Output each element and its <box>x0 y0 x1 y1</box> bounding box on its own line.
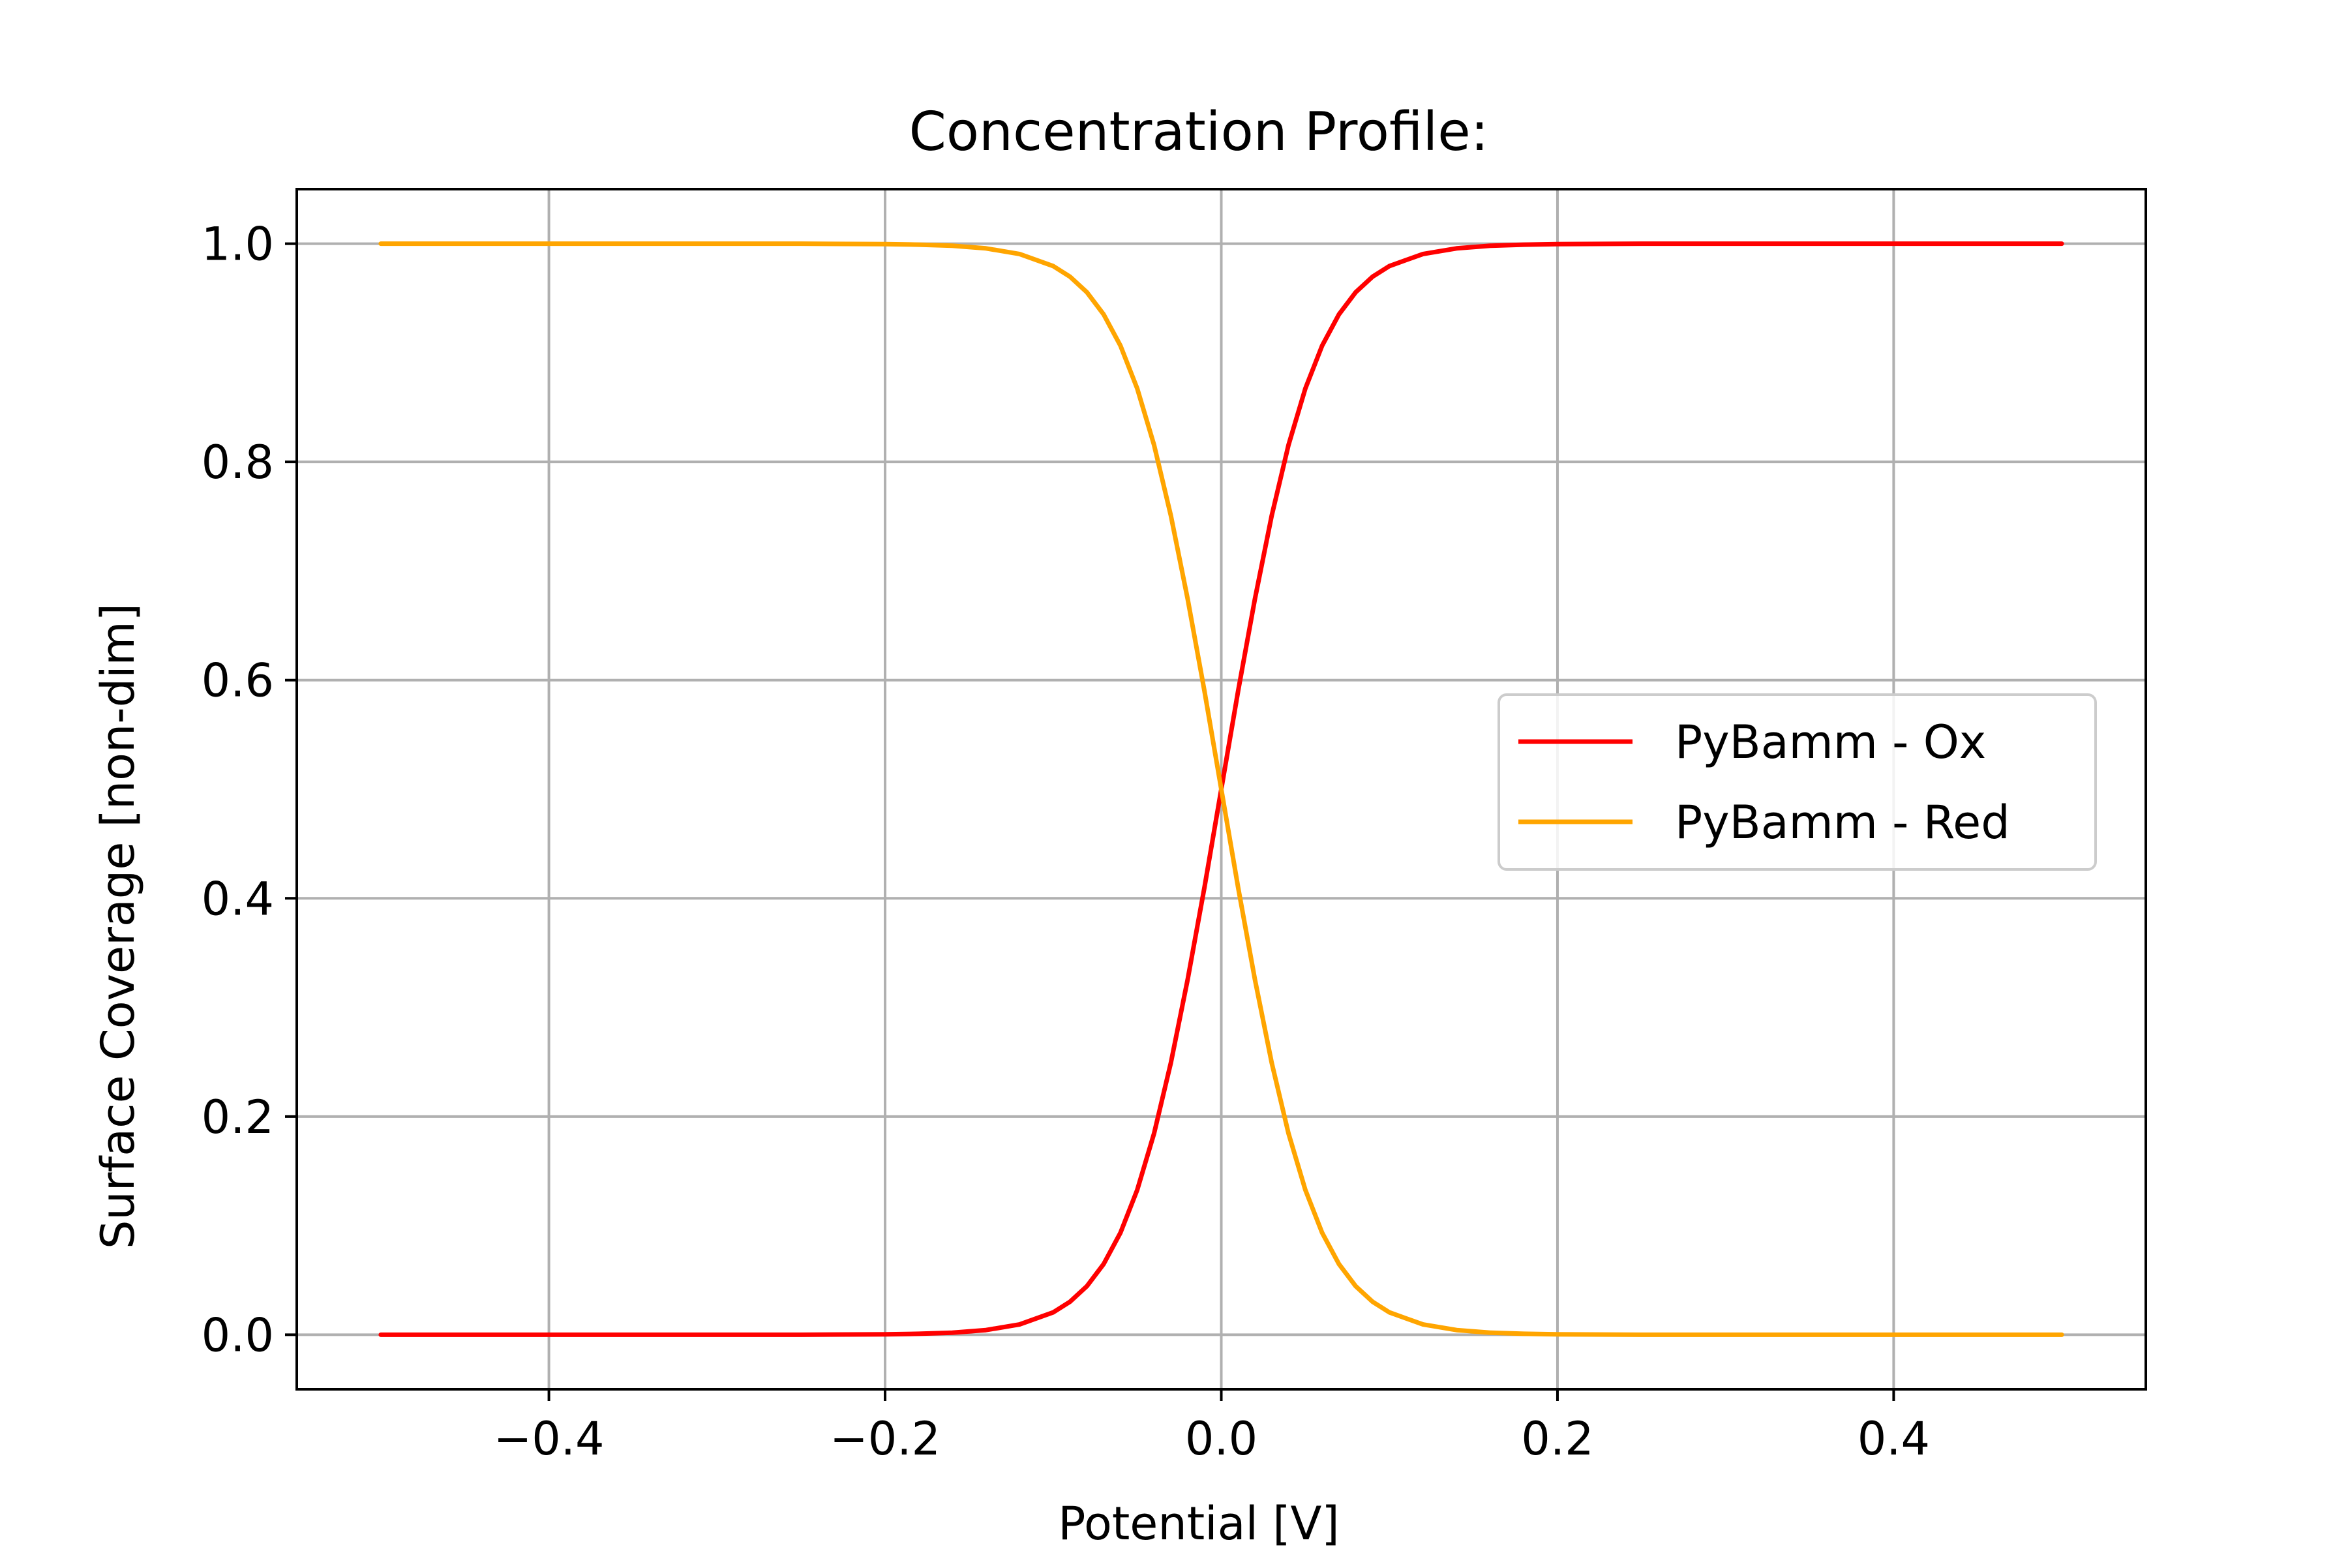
y-tick-label: 1.0 <box>202 218 274 271</box>
x-tick-label: 0.0 <box>1185 1412 1257 1466</box>
tick-layer: −0.4 −0.2 0.0 0.2 0.4 0.0 0.2 0.4 0.6 0.8 1.0 <box>202 218 1930 1466</box>
legend: PyBamm - Ox PyBamm - Red <box>1498 693 2097 871</box>
chart-title: Concentration Profile: <box>909 101 1489 163</box>
x-tick-label: 0.4 <box>1858 1412 1930 1466</box>
series-line-red <box>378 241 2064 1337</box>
y-tick-label: 0.2 <box>202 1091 274 1144</box>
y-tick-label: 0.0 <box>202 1308 274 1362</box>
legend-label-ox: PyBamm - Ox <box>1675 716 1986 769</box>
x-tick-label: −0.2 <box>830 1412 941 1466</box>
y-tick-label: 0.8 <box>202 436 274 489</box>
x-tick-label: −0.4 <box>494 1412 605 1466</box>
series-layer <box>378 241 2064 1337</box>
y-axis-label: Surface Coverage [non-dim] <box>91 603 145 1249</box>
legend-box <box>1498 693 2097 871</box>
y-tick-label: 0.6 <box>202 654 274 708</box>
y-tick-label: 0.4 <box>202 872 274 926</box>
x-tick-label: 0.2 <box>1521 1412 1593 1466</box>
x-axis-label: Potential [V] <box>1058 1497 1339 1550</box>
legend-label-red: PyBamm - Red <box>1675 796 2010 849</box>
